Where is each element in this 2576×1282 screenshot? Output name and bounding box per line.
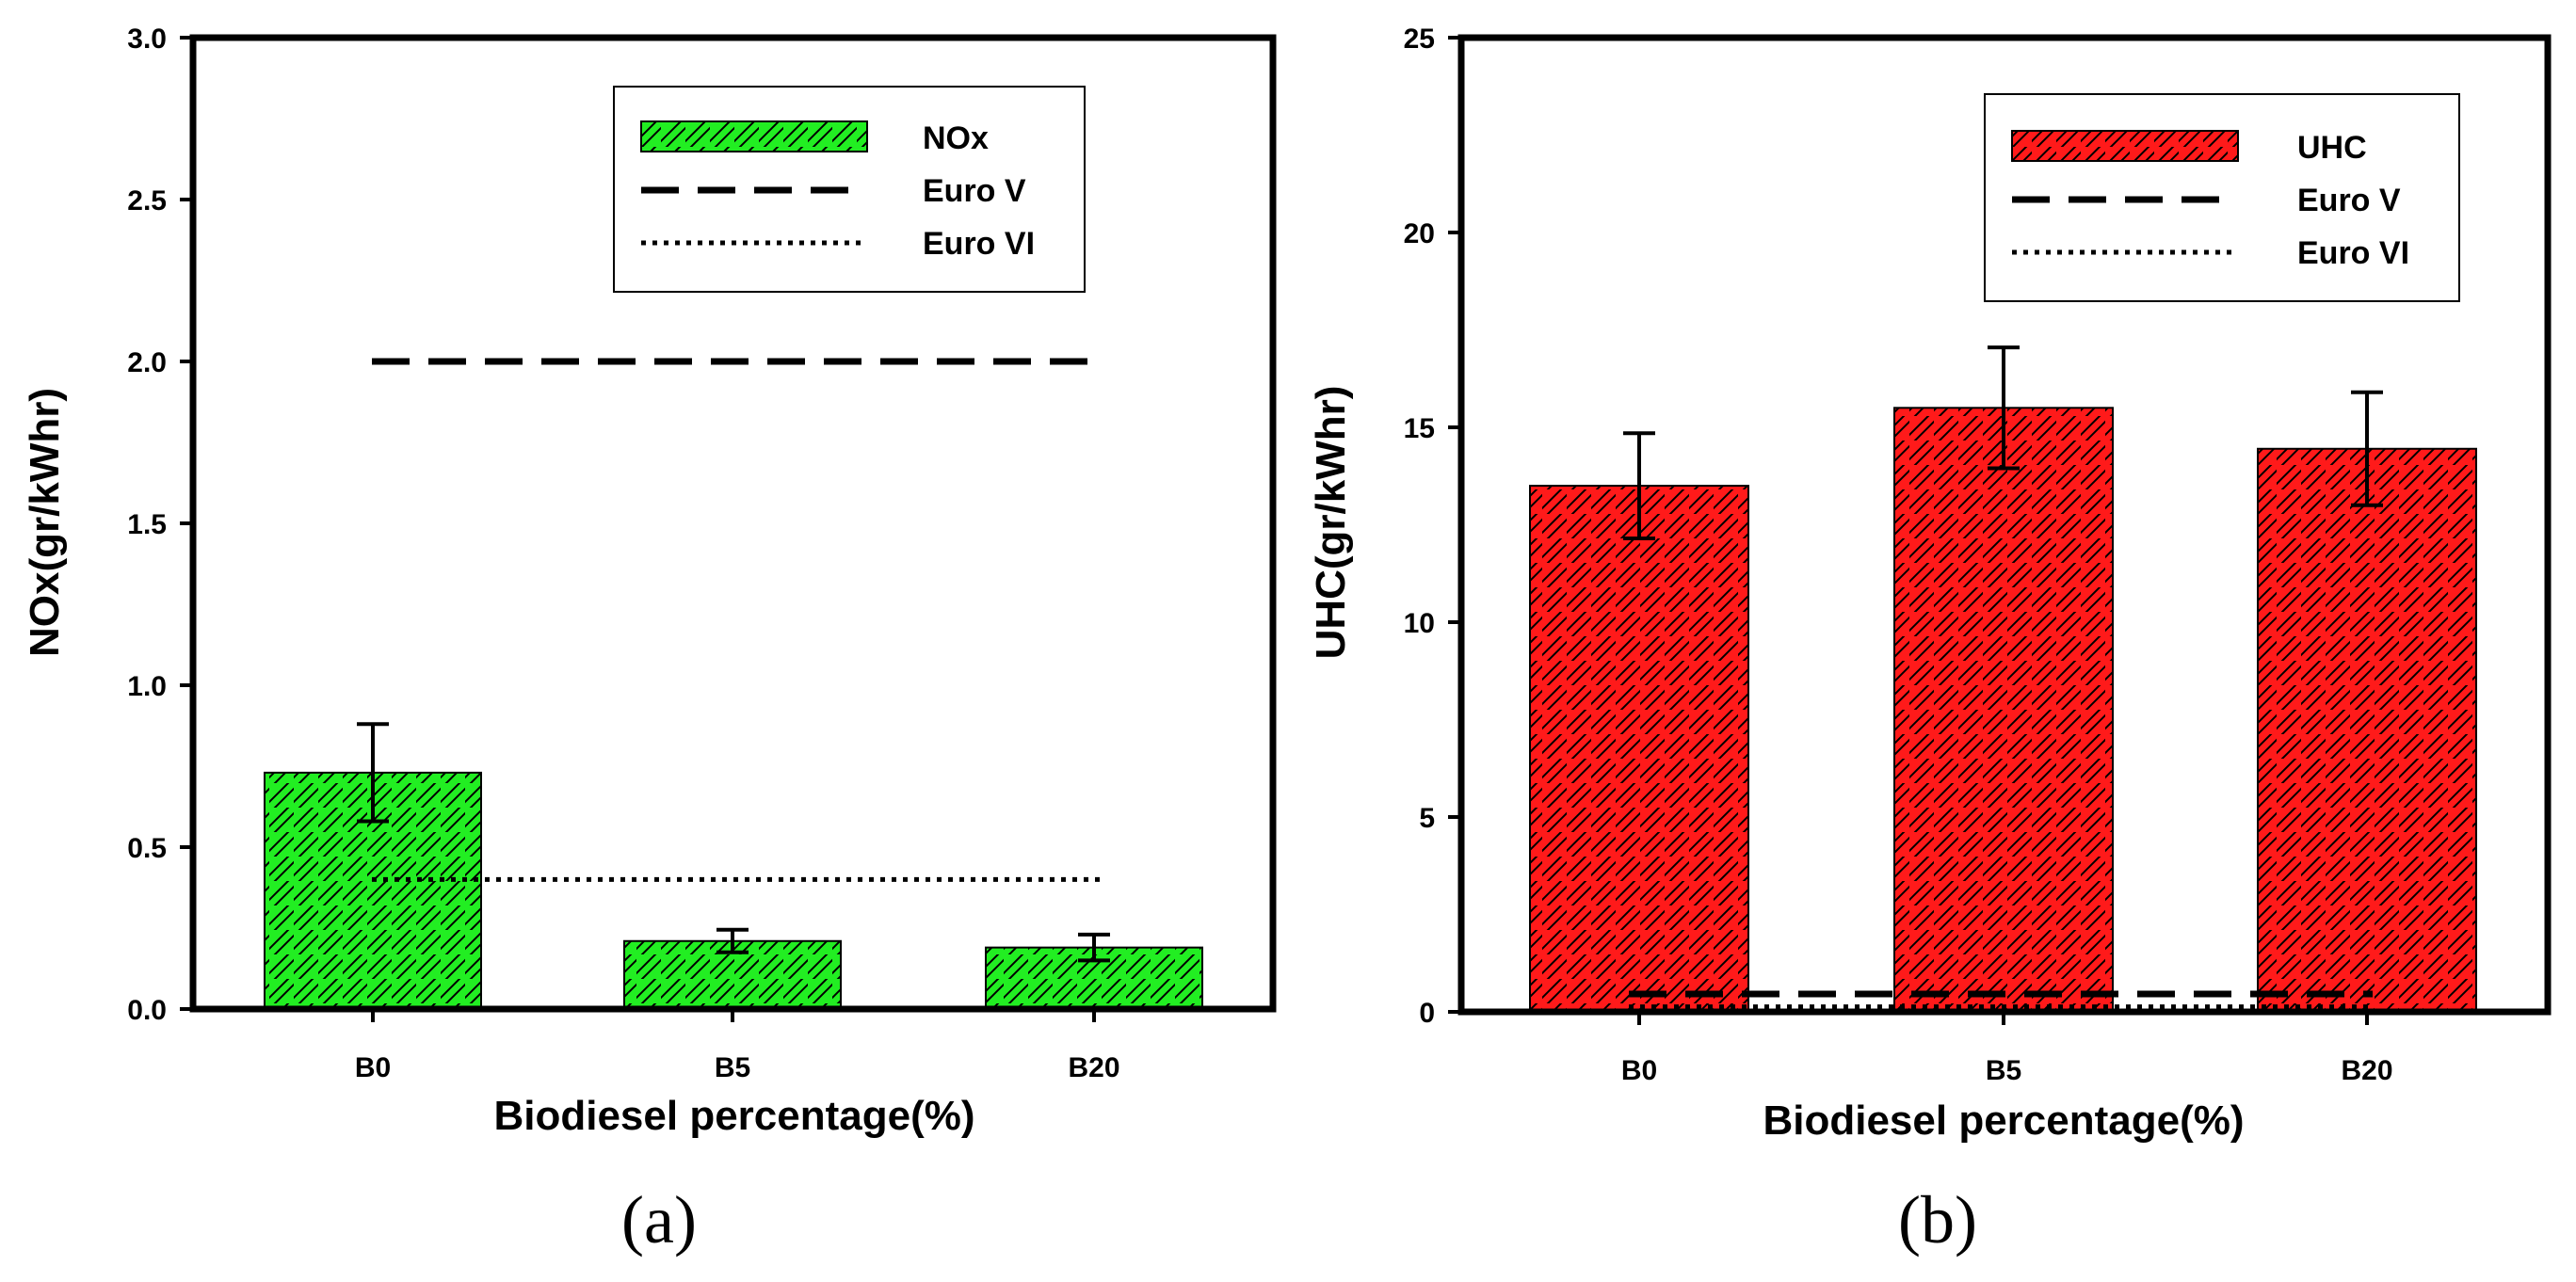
x-tick-label-b20-b: B20 <box>2341 1055 2392 1086</box>
y-tick-label-b: 20 <box>1404 218 1435 249</box>
y-tick-label-a: 2.0 <box>127 347 167 378</box>
bar-hatch-b20 <box>2258 448 2476 1012</box>
chart-panel-a: 0.0 0.5 1.0 1.5 2.0 2.5 3.0 B0 B5 B20 NOx(gr/kWhr… <box>22 24 1277 1258</box>
legend-swatch-nox-hatch <box>641 121 867 152</box>
x-tick-label-b5-a: B5 <box>715 1052 750 1083</box>
legend-label-euro-v-b: Euro V <box>2297 183 2401 218</box>
x-tick-label-b20-a: B20 <box>1068 1052 1119 1083</box>
plot-area-a: 0.0 0.5 1.0 1.5 2.0 2.5 3.0 B0 B5 B20 <box>127 24 1277 1083</box>
y-axis-label-a: NOx(gr/kWhr) <box>22 388 68 657</box>
y-tick-label-a: 1.0 <box>127 671 167 702</box>
y-tick-label-a: 1.5 <box>127 509 167 540</box>
panel-label-b: (b) <box>1898 1182 1977 1258</box>
x-axis-label-b: Biodiesel percentage(%) <box>1763 1098 2244 1144</box>
y-tick-label-a: 0.5 <box>127 833 167 864</box>
y-tick-label-a: 0.0 <box>127 995 167 1026</box>
y-tick-label-b: 25 <box>1404 24 1435 55</box>
y-tick-label-a: 3.0 <box>127 24 167 55</box>
y-axis-label-b: UHC(gr/kWhr) <box>1308 386 1354 660</box>
legend-frame-b <box>1984 93 2460 302</box>
legend-swatch-uhc-hatch <box>2012 131 2238 161</box>
panel-label-a: (a) <box>621 1182 697 1258</box>
chart-panel-b: 0 5 10 15 20 25 B0 B5 B20 UHC(gr/kWhr) Biodiesel… <box>1308 24 2552 1258</box>
y-tick-label-b: 5 <box>1419 803 1435 834</box>
x-tick-label-b0-b: B0 <box>1621 1055 1657 1086</box>
bar-hatch-b5 <box>1894 408 2113 1012</box>
plot-frame-a <box>189 34 1277 1013</box>
plot-frame-b <box>1457 34 2552 1016</box>
bar-hatch-b0 <box>1530 486 1748 1012</box>
plot-area-b: 0 5 10 15 20 25 B0 B5 B20 <box>1404 24 2552 1086</box>
y-tick-label-b: 10 <box>1404 608 1435 639</box>
legend-a: NOx Euro V Euro VI <box>613 86 1086 293</box>
x-axis-label-a: Biodiesel percentage(%) <box>493 1093 974 1139</box>
x-tick-label-b0-a: B0 <box>355 1052 391 1083</box>
legend-label-uhc: UHC <box>2297 130 2367 166</box>
x-tick-label-b5-b: B5 <box>1986 1055 2021 1086</box>
legend-label-euro-vi-a: Euro VI <box>923 226 1035 262</box>
y-tick-label-b: 0 <box>1419 998 1435 1029</box>
legend-label-euro-v-a: Euro V <box>923 173 1026 209</box>
legend-label-nox: NOx <box>923 120 989 156</box>
y-tick-label-b: 15 <box>1404 413 1435 444</box>
legend-label-euro-vi-b: Euro VI <box>2297 235 2409 271</box>
y-tick-label-a: 2.5 <box>127 185 167 216</box>
legend-b: UHC Euro V Euro VI <box>1984 93 2460 302</box>
